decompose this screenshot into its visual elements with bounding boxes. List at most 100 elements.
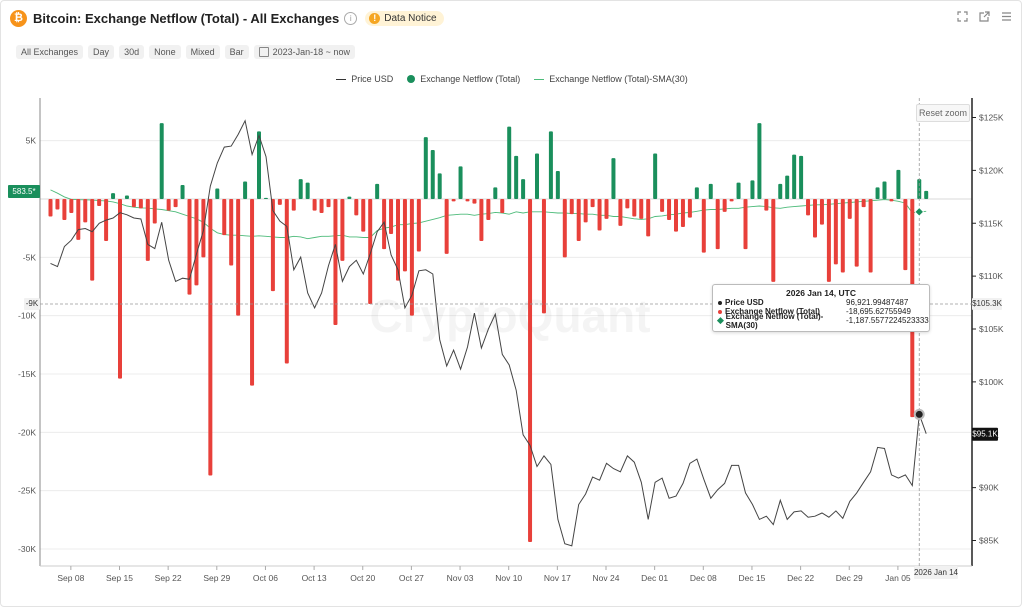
netflow-bar[interactable] — [333, 199, 338, 325]
menu-icon[interactable] — [1001, 11, 1012, 22]
netflow-bar[interactable] — [826, 199, 831, 282]
netflow-bar[interactable] — [847, 199, 852, 219]
netflow-bar[interactable] — [792, 154, 797, 199]
netflow-bar[interactable] — [833, 199, 838, 265]
netflow-bar[interactable] — [514, 155, 519, 199]
netflow-bar[interactable] — [444, 199, 449, 254]
netflow-bar[interactable] — [187, 199, 192, 295]
netflow-bar[interactable] — [875, 187, 880, 199]
netflow-bar[interactable] — [687, 199, 692, 218]
netflow-bar[interactable] — [326, 199, 331, 208]
netflow-bar[interactable] — [854, 199, 859, 267]
netflow-bar[interactable] — [284, 199, 289, 364]
netflow-bar[interactable] — [437, 173, 442, 199]
netflow-bar[interactable] — [69, 199, 74, 213]
netflow-bar[interactable] — [389, 199, 394, 234]
netflow-bar[interactable] — [166, 199, 171, 211]
netflow-bar[interactable] — [806, 199, 811, 216]
netflow-bar[interactable] — [312, 199, 317, 211]
netflow-bar[interactable] — [319, 199, 324, 213]
netflow-bar[interactable] — [653, 153, 658, 200]
netflow-bar[interactable] — [722, 199, 727, 212]
netflow-bar[interactable] — [785, 175, 790, 199]
netflow-bar[interactable] — [680, 199, 685, 227]
netflow-bar[interactable] — [660, 199, 665, 212]
legend-item-price[interactable]: Price USD — [336, 74, 393, 84]
netflow-bar[interactable] — [548, 131, 553, 199]
netflow-bar[interactable] — [736, 182, 741, 199]
mixed-button[interactable]: Mixed — [185, 45, 220, 59]
netflow-bar[interactable] — [465, 199, 470, 202]
netflow-bar[interactable] — [396, 199, 400, 281]
netflow-bar[interactable] — [375, 183, 380, 199]
window-day-button[interactable]: Day — [88, 45, 115, 59]
netflow-bar[interactable] — [889, 199, 894, 202]
netflow-bar[interactable] — [222, 199, 227, 236]
netflow-bar[interactable] — [861, 199, 866, 208]
netflow-bar[interactable] — [562, 199, 567, 258]
netflow-bar[interactable] — [472, 199, 477, 204]
netflow-bar[interactable] — [55, 199, 60, 210]
netflow-bar[interactable] — [48, 199, 53, 217]
netflow-bar[interactable] — [819, 199, 824, 225]
netflow-bar[interactable] — [118, 199, 122, 379]
netflow-bar[interactable] — [90, 199, 95, 281]
range-30d-button[interactable]: 30d — [119, 45, 145, 59]
netflow-bar[interactable] — [215, 188, 220, 200]
netflow-bar[interactable] — [361, 199, 366, 232]
netflow-bar[interactable] — [152, 199, 157, 224]
fullscreen-icon[interactable] — [957, 11, 968, 22]
netflow-bar[interactable] — [250, 199, 255, 386]
netflow-bar[interactable] — [138, 199, 143, 209]
netflow-bar[interactable] — [97, 199, 102, 206]
netflow-bar[interactable] — [340, 199, 345, 261]
netflow-bar[interactable] — [229, 199, 234, 266]
netflow-bar[interactable] — [771, 199, 776, 282]
netflow-bar[interactable] — [708, 183, 713, 199]
netflow-bar[interactable] — [618, 199, 623, 226]
netflow-bar[interactable] — [402, 199, 407, 272]
bar-button[interactable]: Bar — [224, 45, 249, 59]
netflow-bar[interactable] — [354, 199, 359, 216]
netflow-bar[interactable] — [882, 181, 887, 200]
netflow-bar[interactable] — [541, 199, 546, 314]
reset-zoom-button[interactable]: Reset zoom — [916, 104, 970, 122]
netflow-bar[interactable] — [277, 199, 282, 205]
netflow-bar[interactable] — [590, 199, 595, 208]
netflow-bar[interactable] — [263, 197, 268, 199]
netflow-bar[interactable] — [430, 150, 435, 199]
netflow-bar[interactable] — [750, 180, 755, 199]
netflow-bar[interactable] — [298, 179, 303, 199]
exchange-select[interactable]: All Exchanges — [16, 45, 84, 59]
netflow-bar[interactable] — [257, 131, 261, 199]
netflow-bar[interactable] — [632, 199, 637, 217]
netflow-bar[interactable] — [305, 182, 310, 199]
netflow-bar[interactable] — [451, 199, 456, 202]
netflow-bar[interactable] — [291, 199, 296, 211]
none-button[interactable]: None — [149, 45, 181, 59]
netflow-bar[interactable] — [799, 155, 804, 199]
netflow-bar[interactable] — [701, 199, 706, 253]
netflow-bar[interactable] — [243, 181, 248, 200]
netflow-bar[interactable] — [639, 199, 644, 219]
date-range-picker[interactable]: 2023-Jan-18 ~ now — [253, 45, 355, 59]
netflow-bar[interactable] — [528, 199, 533, 542]
netflow-bar[interactable] — [76, 199, 81, 240]
netflow-bar[interactable] — [180, 185, 185, 199]
netflow-bar[interactable] — [778, 183, 783, 199]
netflow-bar[interactable] — [111, 193, 116, 199]
netflow-bar[interactable] — [896, 169, 901, 199]
netflow-bar[interactable] — [535, 153, 539, 200]
netflow-bar[interactable] — [194, 199, 199, 286]
netflow-bar[interactable] — [868, 199, 873, 273]
netflow-bar[interactable] — [611, 158, 616, 199]
netflow-bar[interactable] — [646, 199, 651, 237]
netflow-bar[interactable] — [576, 199, 581, 241]
netflow-bar[interactable] — [486, 199, 491, 220]
netflow-bar[interactable] — [813, 199, 817, 238]
netflow-bar[interactable] — [423, 137, 428, 199]
netflow-bar[interactable] — [729, 199, 734, 202]
netflow-bar[interactable] — [500, 199, 505, 213]
info-icon[interactable]: i — [344, 11, 358, 25]
netflow-bar[interactable] — [597, 199, 602, 231]
